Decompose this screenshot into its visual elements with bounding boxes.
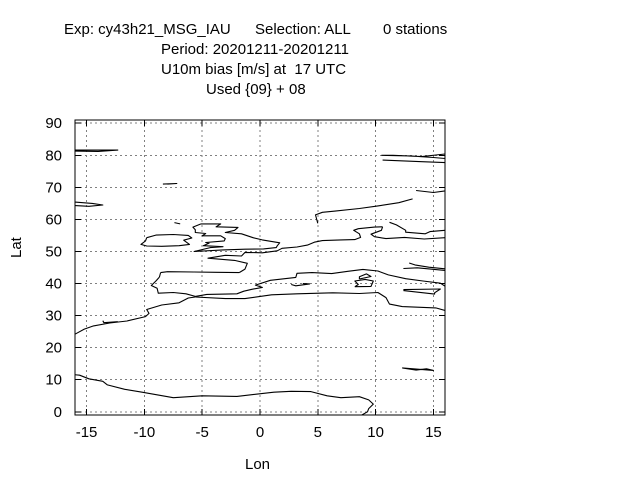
coastline bbox=[207, 226, 383, 274]
x-tick-label: 10 bbox=[367, 424, 384, 441]
x-tick-label: -15 bbox=[76, 424, 98, 441]
coastline bbox=[150, 268, 445, 297]
coastline bbox=[75, 296, 196, 335]
coastline bbox=[162, 182, 178, 185]
coastline bbox=[382, 159, 445, 164]
y-tick-label: 90 bbox=[45, 115, 62, 132]
coastline bbox=[354, 278, 374, 288]
coastline bbox=[291, 282, 311, 287]
coastline bbox=[389, 221, 445, 235]
coastline bbox=[416, 189, 445, 194]
y-tick-label: 20 bbox=[45, 340, 62, 357]
x-axis-label: Lon bbox=[245, 456, 271, 473]
coastline bbox=[409, 262, 445, 270]
title-stations: 0 stations bbox=[383, 21, 448, 38]
x-tick-label: -5 bbox=[196, 424, 209, 441]
y-tick-label: 50 bbox=[45, 243, 62, 260]
plot-title: Exp: cy43h21_MSG_IAU Selection: ALL 0 st… bbox=[0, 0, 640, 110]
coastline bbox=[75, 149, 119, 152]
y-tick-label: 30 bbox=[45, 308, 62, 325]
coastline bbox=[358, 273, 372, 280]
x-tick-label: 15 bbox=[425, 424, 442, 441]
title-used: Used {09} + 08 bbox=[206, 81, 306, 98]
title-variable: U10m bias [m/s] at 17 UTC bbox=[161, 61, 347, 78]
y-tick-label: 80 bbox=[45, 147, 62, 164]
coastline bbox=[192, 223, 281, 253]
coastline bbox=[75, 201, 104, 207]
coastline bbox=[195, 291, 445, 312]
y-axis-label: Lat bbox=[8, 237, 25, 258]
title-period: Period: 20201211-20201211 bbox=[161, 41, 349, 58]
y-tick-label: 40 bbox=[45, 276, 62, 293]
title-experiment: Exp: cy43h21_MSG_IAU bbox=[64, 21, 231, 38]
coastline bbox=[381, 153, 445, 160]
coastline bbox=[102, 320, 118, 324]
x-tick-label: -10 bbox=[134, 424, 156, 441]
y-tick-label: 60 bbox=[45, 211, 62, 228]
coastline bbox=[403, 267, 445, 271]
coastline bbox=[160, 271, 240, 274]
x-tick-label: 5 bbox=[314, 424, 322, 441]
title-selection: Selection: ALL bbox=[255, 21, 351, 38]
x-tick-label: 0 bbox=[256, 424, 264, 441]
y-tick-label: 0 bbox=[54, 404, 62, 421]
coastline bbox=[314, 198, 413, 224]
y-tick-label: 10 bbox=[45, 372, 62, 389]
coastline bbox=[403, 288, 441, 295]
y-tick-label: 70 bbox=[45, 179, 62, 196]
coastline bbox=[75, 374, 374, 415]
coastline bbox=[174, 222, 181, 225]
coastline bbox=[402, 367, 434, 371]
coastline bbox=[158, 272, 162, 278]
coastline bbox=[140, 233, 193, 247]
coastline bbox=[370, 226, 445, 240]
